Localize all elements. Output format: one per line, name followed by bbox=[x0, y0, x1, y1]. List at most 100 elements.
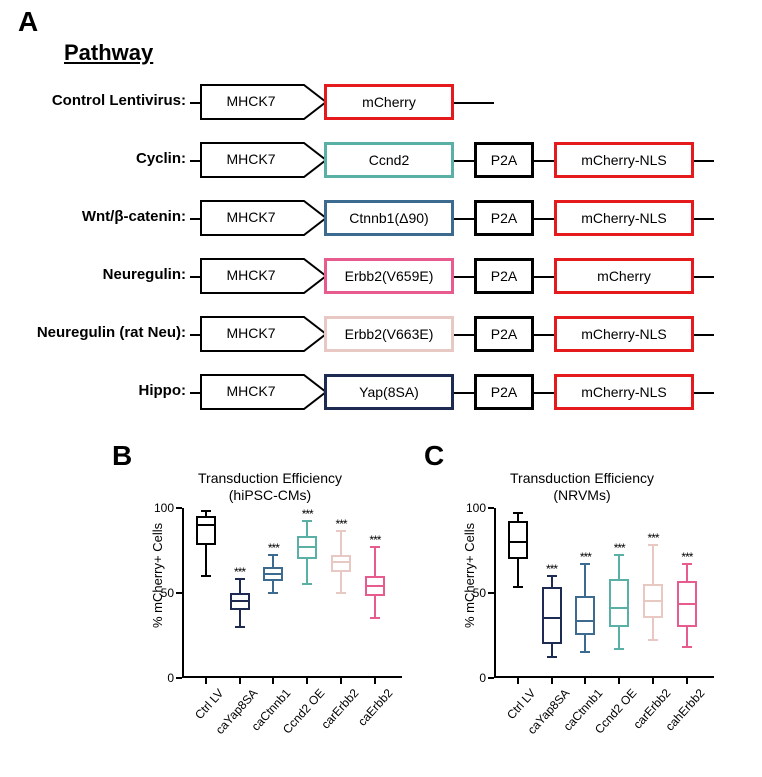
median-line bbox=[575, 620, 595, 622]
connector-line bbox=[190, 160, 200, 162]
whisker-cap bbox=[268, 592, 278, 594]
panel-a-label: A bbox=[18, 6, 38, 38]
whisker-cap bbox=[682, 646, 692, 648]
boxplot-box bbox=[196, 516, 216, 545]
construct-label: Wnt/β-catenin: bbox=[82, 208, 186, 225]
median-line bbox=[542, 617, 562, 619]
median-line bbox=[263, 573, 283, 575]
chart-c-title-line2: (NRVMs) bbox=[553, 487, 610, 503]
reporter-box: mCherry bbox=[554, 258, 694, 294]
p2a-box: P2A bbox=[474, 200, 534, 236]
connector-line bbox=[454, 334, 474, 336]
significance-marker: *** bbox=[546, 562, 557, 576]
connector-line bbox=[534, 160, 554, 162]
connector-line bbox=[694, 276, 714, 278]
chart-c-ylabel: % mCherry+ Cells bbox=[462, 522, 477, 627]
construct-row: Cyclin:MHCK7Ccnd2P2AmCherry-NLS bbox=[0, 138, 762, 184]
median-line bbox=[677, 603, 697, 605]
x-tick bbox=[340, 678, 342, 684]
chart-c-title: Transduction Efficiency (NRVMs) bbox=[442, 470, 722, 504]
chart-b-title-line1: Transduction Efficiency bbox=[198, 470, 342, 486]
significance-marker: *** bbox=[681, 550, 692, 564]
whisker-cap bbox=[580, 651, 590, 653]
x-tick bbox=[584, 678, 586, 684]
construct-label: Neuregulin: bbox=[103, 266, 186, 283]
median-line bbox=[196, 524, 216, 526]
significance-marker: *** bbox=[369, 533, 380, 547]
significance-marker: *** bbox=[302, 507, 313, 521]
x-tick bbox=[239, 678, 241, 684]
significance-marker: *** bbox=[268, 541, 279, 555]
connector-line bbox=[694, 392, 714, 394]
axis-x bbox=[494, 676, 714, 678]
construct-label: Hippo: bbox=[139, 382, 186, 399]
y-tick-label: 50 bbox=[473, 586, 494, 600]
whisker-cap bbox=[547, 656, 557, 658]
gene-box: Yap(8SA) bbox=[324, 374, 454, 410]
x-tick bbox=[272, 678, 274, 684]
panel-c-label: C bbox=[424, 440, 444, 472]
connector-line bbox=[454, 102, 494, 104]
construct-label: Control Lentivirus: bbox=[52, 92, 186, 109]
chart-c: Transduction Efficiency (NRVMs) % mCherr… bbox=[442, 470, 722, 678]
connector-line bbox=[694, 334, 714, 336]
pathway-title: Pathway bbox=[64, 40, 153, 66]
whisker-cap bbox=[235, 626, 245, 628]
connector-line bbox=[190, 334, 200, 336]
promoter-text: MHCK7 bbox=[206, 209, 296, 225]
chart-c-plot: % mCherry+ Cells 050100Ctrl LV***caYap8S… bbox=[494, 508, 714, 678]
axis-x bbox=[182, 676, 402, 678]
y-tick-label: 50 bbox=[161, 586, 182, 600]
chart-b-ylabel: % mCherry+ Cells bbox=[150, 522, 165, 627]
reporter-box: mCherry-NLS bbox=[554, 200, 694, 236]
median-line bbox=[609, 607, 629, 609]
promoter-text: MHCK7 bbox=[206, 93, 296, 109]
y-tick-label: 0 bbox=[167, 671, 182, 685]
promoter-text: MHCK7 bbox=[206, 151, 296, 167]
gene-box: Ccnd2 bbox=[324, 142, 454, 178]
median-line bbox=[331, 561, 351, 563]
construct-label: Cyclin: bbox=[136, 150, 186, 167]
significance-marker: *** bbox=[648, 531, 659, 545]
significance-marker: *** bbox=[234, 565, 245, 579]
y-tick-label: 100 bbox=[154, 501, 182, 515]
construct-row: Wnt/β-catenin:MHCK7Ctnnb1(Δ90)P2AmCherry… bbox=[0, 196, 762, 242]
x-tick bbox=[306, 678, 308, 684]
connector-line bbox=[454, 160, 474, 162]
median-line bbox=[230, 600, 250, 602]
construct-row: Control Lentivirus:MHCK7mCherry bbox=[0, 80, 762, 126]
promoter-text: MHCK7 bbox=[206, 325, 296, 341]
median-line bbox=[365, 585, 385, 587]
connector-line bbox=[534, 276, 554, 278]
boxplot-box bbox=[609, 579, 629, 627]
median-line bbox=[297, 546, 317, 548]
connector-line bbox=[694, 218, 714, 220]
chart-b-plot: % mCherry+ Cells 050100Ctrl LV***caYap8S… bbox=[182, 508, 402, 678]
significance-marker: *** bbox=[336, 517, 347, 531]
gene-box: Erbb2(V663E) bbox=[324, 316, 454, 352]
connector-line bbox=[454, 218, 474, 220]
promoter-text: MHCK7 bbox=[206, 267, 296, 283]
construct-row: Neuregulin: MHCK7 Erbb2(V659E) P2A mCherry bbox=[0, 254, 762, 300]
x-tick bbox=[374, 678, 376, 684]
x-tick bbox=[686, 678, 688, 684]
chart-b-title-line2: (hiPSC-CMs) bbox=[229, 487, 311, 503]
y-tick-label: 0 bbox=[479, 671, 494, 685]
panel-b-label: B bbox=[112, 440, 132, 472]
p2a-box: P2A bbox=[474, 258, 534, 294]
significance-marker: *** bbox=[580, 550, 591, 564]
whisker-cap bbox=[513, 586, 523, 588]
whisker-cap bbox=[614, 648, 624, 650]
connector-line bbox=[534, 218, 554, 220]
connector-line bbox=[454, 276, 474, 278]
x-tick bbox=[517, 678, 519, 684]
connector-line bbox=[190, 102, 200, 104]
gene-box: Erbb2(V659E) bbox=[324, 258, 454, 294]
x-tick bbox=[551, 678, 553, 684]
construct-row: Hippo:MHCK7Yap(8SA)P2AmCherry-NLS bbox=[0, 370, 762, 416]
whisker-cap bbox=[201, 575, 211, 577]
connector-line bbox=[190, 218, 200, 220]
connector-line bbox=[534, 334, 554, 336]
whisker-cap bbox=[302, 583, 312, 585]
x-tick bbox=[618, 678, 620, 684]
